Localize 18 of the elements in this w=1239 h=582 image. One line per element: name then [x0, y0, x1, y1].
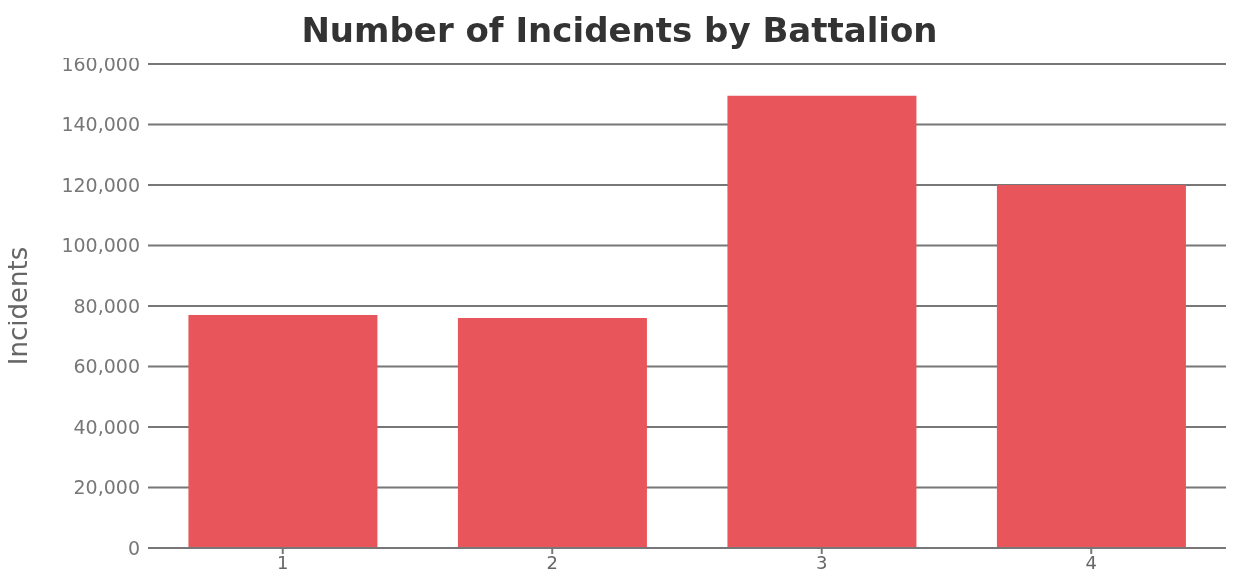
bar: [727, 95, 917, 548]
y-axis-title: Incidents: [3, 246, 34, 366]
bar: [188, 315, 378, 548]
x-tick-label: 2: [546, 551, 558, 573]
x-tick-label: 4: [1085, 551, 1097, 573]
y-tick-label: 140,000: [61, 113, 140, 136]
x-tick-label: 1: [277, 551, 289, 573]
bar: [457, 318, 647, 548]
y-tick-label: 0: [127, 536, 140, 559]
y-tick-label: 20,000: [73, 476, 140, 499]
y-tick-label: 80,000: [73, 294, 140, 317]
x-tick-label: 3: [816, 551, 828, 573]
chart-title: Number of Incidents by Battalion: [301, 10, 938, 50]
y-tick-label: 60,000: [73, 355, 140, 378]
y-tick-label: 40,000: [73, 415, 140, 438]
y-tick-label: 100,000: [61, 234, 140, 257]
y-tick-label: 120,000: [61, 173, 140, 196]
bar: [996, 185, 1186, 548]
